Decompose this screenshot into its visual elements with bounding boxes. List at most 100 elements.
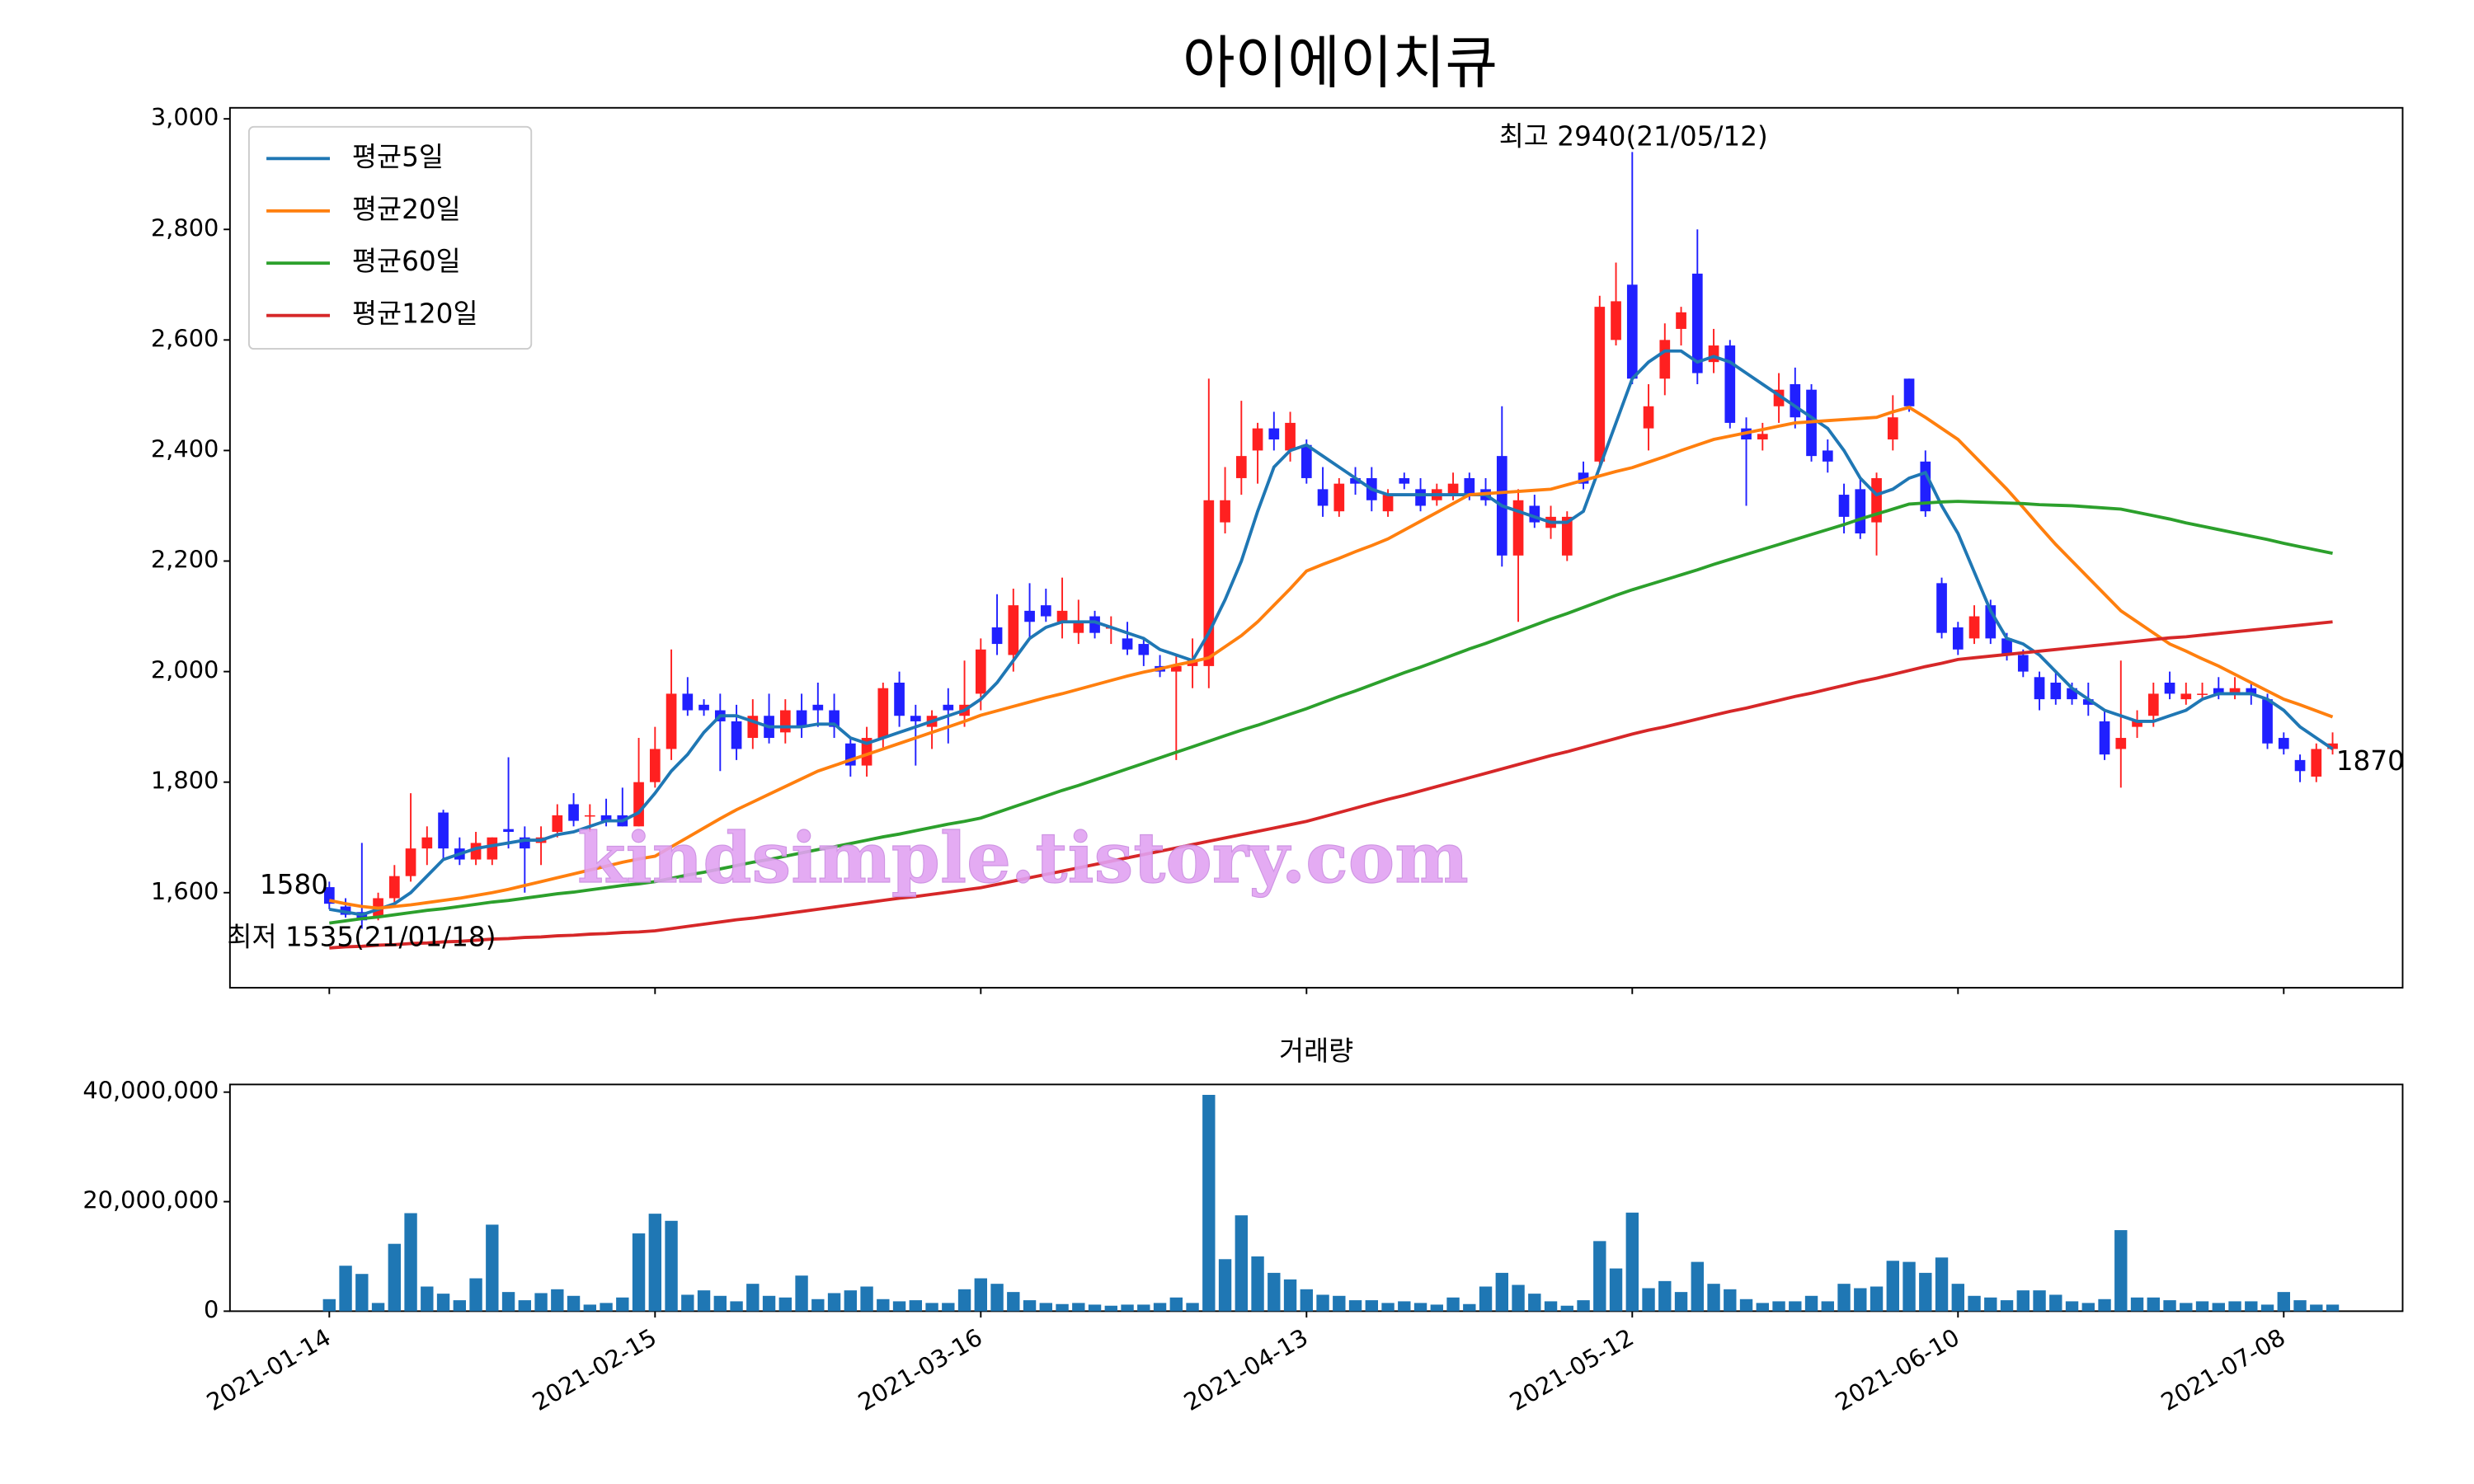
candle-body: [2115, 738, 2127, 749]
candle-body: [2197, 693, 2208, 695]
volume-bar: [1463, 1303, 1476, 1312]
volume-bar: [957, 1289, 971, 1312]
volume-bar: [730, 1301, 743, 1312]
volume-bar: [1951, 1284, 1964, 1312]
volume-bar: [371, 1303, 385, 1312]
y-tick-label: 2,400: [151, 434, 219, 463]
y-tick-label: 1,800: [151, 767, 219, 795]
candle-body: [1968, 616, 1980, 639]
volume-bar: [990, 1284, 1004, 1312]
candle-body: [1040, 605, 1051, 617]
volume-bar: [2016, 1290, 2030, 1312]
volume-bar: [827, 1293, 841, 1312]
volume-bar: [697, 1290, 711, 1312]
candle-body: [1512, 500, 1524, 556]
volume-bar: [2065, 1301, 2079, 1312]
volume-bar: [648, 1214, 662, 1312]
volume-bar: [2310, 1304, 2323, 1312]
volume-bar: [501, 1292, 515, 1312]
ma-line: [329, 620, 2333, 950]
volume-bar: [1039, 1303, 1053, 1312]
volume-bar: [1479, 1286, 1493, 1312]
plot-frame: [228, 106, 2404, 989]
candle-body: [1122, 638, 1133, 650]
candle-body: [2213, 688, 2224, 694]
candle-body: [991, 627, 1003, 645]
candle-body: [2001, 638, 2012, 655]
volume-bar: [1886, 1261, 1899, 1312]
volume-bar: [1104, 1305, 1117, 1312]
candle-body: [943, 704, 954, 711]
candle-body: [1757, 434, 1768, 440]
candle-body: [1822, 450, 1833, 462]
volume-bar: [436, 1294, 450, 1312]
annotation: 1580: [260, 869, 328, 900]
volume-bar: [1333, 1295, 1346, 1312]
candle-body: [2017, 655, 2029, 672]
y-tick-label: 20,000,000: [82, 1186, 219, 1214]
candle-body: [1415, 489, 1426, 506]
candle-body: [1855, 489, 1866, 533]
legend-label: 평균120일: [352, 298, 478, 330]
candle-body: [1594, 307, 1606, 462]
volume-bar: [1544, 1301, 1558, 1312]
volume-bar: [1268, 1272, 1281, 1312]
volume-bar: [1707, 1284, 1720, 1312]
volume-bar: [339, 1266, 352, 1312]
volume-bar: [1935, 1257, 1949, 1312]
volume-bar: [404, 1213, 417, 1312]
candle-body: [812, 704, 824, 711]
candle-body: [1691, 273, 1703, 373]
y-tick-label: 3,000: [151, 103, 219, 131]
volume-bar: [1446, 1297, 1460, 1312]
volume-bar: [1495, 1272, 1508, 1312]
volume-bar: [1398, 1301, 1411, 1312]
volume-bar: [518, 1300, 532, 1312]
candle-body: [1187, 660, 1198, 666]
candle-body: [1936, 583, 1947, 633]
candle-body: [1235, 456, 1247, 478]
candle-body: [1300, 444, 1312, 478]
volume-title: 거래량: [1279, 1036, 1353, 1067]
candle-body: [1643, 406, 1654, 429]
candle-body: [1464, 477, 1475, 495]
legend-label: 평균20일: [352, 194, 461, 225]
candle-body: [2082, 699, 2094, 705]
volume-bar: [616, 1297, 629, 1312]
watermark: kindsimple.tistory.com: [577, 817, 1469, 899]
candle-body: [584, 815, 595, 817]
ma-line: [328, 406, 2334, 910]
volume-bar: [2033, 1290, 2046, 1312]
volume-bar: [1903, 1261, 1916, 1312]
candle-body: [568, 804, 579, 821]
volume-bar: [1251, 1256, 1264, 1312]
candle-body: [1659, 340, 1671, 379]
volume-bar: [1642, 1288, 1655, 1312]
candle-body: [2147, 693, 2159, 716]
volume-bar: [1772, 1301, 1785, 1312]
candle-body: [2099, 721, 2110, 755]
volume-bar: [2049, 1294, 2062, 1312]
candle-body: [1952, 627, 1964, 650]
candle-body: [600, 815, 612, 821]
volume-bar: [1968, 1295, 1981, 1312]
volume-bar: [2293, 1300, 2307, 1312]
volume-bar: [469, 1278, 482, 1312]
legend-box: [247, 125, 533, 350]
volume-bar: [1658, 1280, 1672, 1312]
candle-body: [2262, 699, 2273, 744]
volume-bar: [583, 1304, 597, 1312]
ma-line: [329, 500, 2333, 925]
volume-bar: [1007, 1292, 1020, 1312]
candle-body: [1268, 428, 1280, 440]
volume-bar: [1413, 1303, 1427, 1312]
candle-body: [552, 815, 563, 833]
candle-body: [1399, 477, 1410, 484]
candle-body: [1887, 417, 1898, 440]
candle-body: [1871, 477, 1882, 523]
candle-body: [1903, 378, 1915, 406]
candle-body: [649, 749, 661, 782]
candle-body: [682, 693, 694, 711]
y-tick-label: 0: [204, 1295, 219, 1323]
annotation: 1870: [2336, 745, 2405, 777]
